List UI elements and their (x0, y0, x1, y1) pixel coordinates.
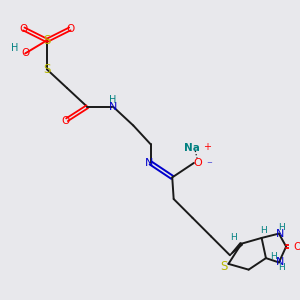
Text: O: O (66, 24, 75, 34)
Text: H: H (110, 95, 117, 105)
Text: O: O (19, 24, 27, 34)
Text: O: O (21, 48, 29, 59)
Text: H: H (11, 43, 18, 53)
Text: N: N (145, 158, 153, 168)
Text: H: H (278, 263, 285, 272)
Text: H: H (270, 252, 277, 261)
Text: N: N (109, 102, 117, 112)
Text: N: N (276, 229, 284, 238)
Text: H: H (278, 223, 285, 232)
Text: Na: Na (184, 143, 200, 153)
Text: S: S (43, 63, 50, 76)
Text: O: O (61, 116, 70, 126)
Text: H: H (230, 233, 237, 242)
Text: O: O (193, 158, 202, 168)
Text: O: O (293, 242, 300, 252)
Polygon shape (230, 243, 242, 255)
Text: H: H (260, 226, 266, 235)
Text: N: N (276, 257, 284, 267)
Text: ⁻: ⁻ (206, 160, 212, 170)
Text: S: S (220, 260, 228, 273)
Text: S: S (43, 34, 50, 47)
Text: +: + (203, 142, 211, 152)
